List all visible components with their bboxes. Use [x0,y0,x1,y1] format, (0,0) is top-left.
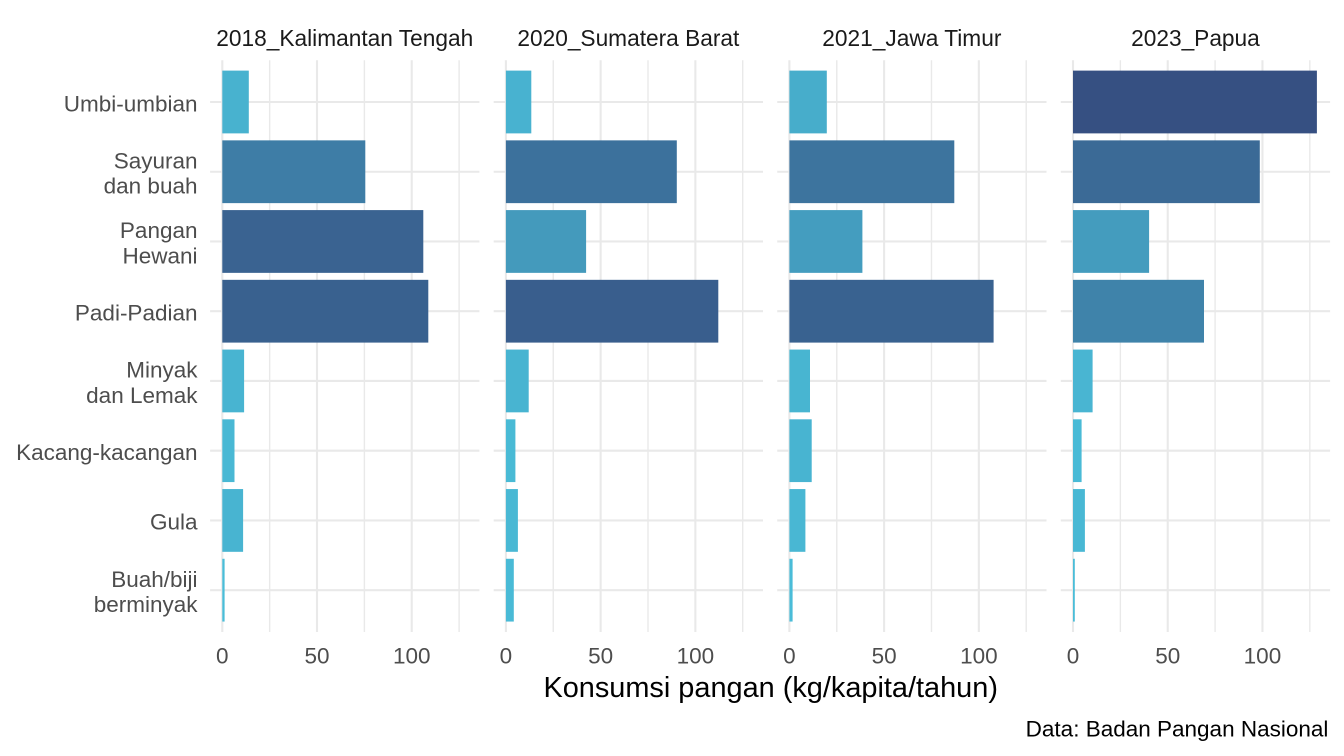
svg-text:dan buah: dan buah [104,174,198,199]
svg-text:Padi-Padian: Padi-Padian [75,301,198,326]
svg-text:100: 100 [677,644,715,669]
svg-text:Umbi-umbian: Umbi-umbian [64,91,198,116]
svg-text:100: 100 [1244,644,1282,669]
svg-text:100: 100 [960,644,998,669]
svg-text:0: 0 [500,644,513,669]
svg-text:Sayuran: Sayuran [114,148,198,173]
svg-text:2021_Jawa Timur: 2021_Jawa Timur [822,25,1002,51]
svg-text:berminyak: berminyak [94,592,199,617]
svg-text:Pangan: Pangan [120,218,198,243]
svg-text:50: 50 [588,644,613,669]
svg-text:100: 100 [393,644,431,669]
svg-text:2023_Papua: 2023_Papua [1131,25,1260,51]
svg-text:Konsumsi pangan (kg/kapita/tah: Konsumsi pangan (kg/kapita/tahun) [543,672,998,704]
svg-text:Hewani: Hewani [122,244,197,269]
svg-text:50: 50 [1155,644,1180,669]
svg-text:Kacang-kacangan: Kacang-kacangan [16,440,197,465]
svg-text:0: 0 [216,644,229,669]
svg-text:0: 0 [783,644,796,669]
svg-text:Minyak: Minyak [126,358,198,383]
svg-text:2020_Sumatera Barat: 2020_Sumatera Barat [517,25,740,51]
svg-text:Buah/biji: Buah/biji [111,567,197,592]
svg-text:50: 50 [872,644,897,669]
svg-text:0: 0 [1067,644,1080,669]
svg-text:2018_Kalimantan Tengah: 2018_Kalimantan Tengah [216,25,473,51]
svg-text:dan Lemak: dan Lemak [86,383,198,408]
svg-text:50: 50 [305,644,330,669]
svg-text:Data: Badan Pangan Nasional: Data: Badan Pangan Nasional [1026,716,1329,741]
svg-text:Gula: Gula [150,510,198,535]
